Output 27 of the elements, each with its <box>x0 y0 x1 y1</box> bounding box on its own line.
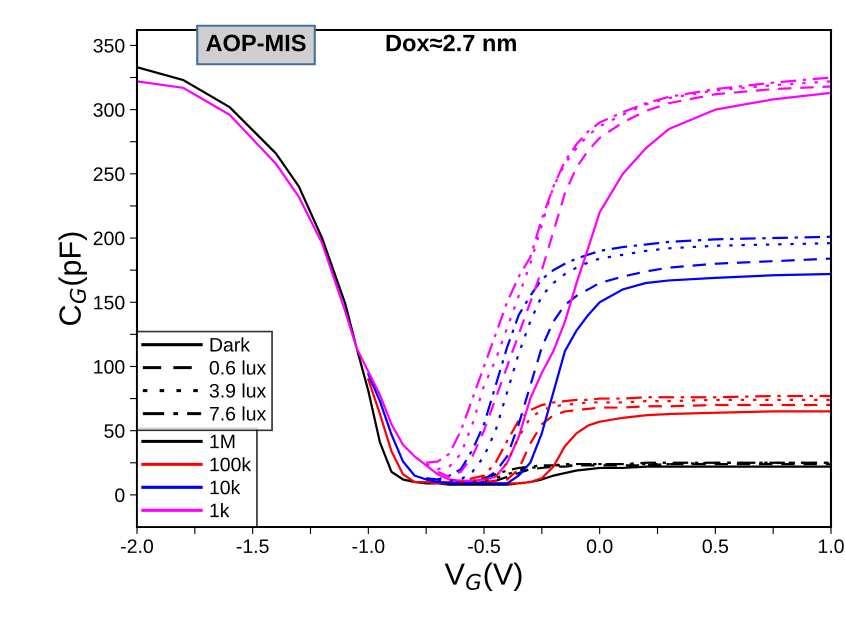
y-tick-label: 50 <box>104 424 124 438</box>
y-tick-label: 350 <box>93 38 124 53</box>
legend-label: 0.6 lux <box>210 360 266 375</box>
x-tick-label: -2.0 <box>121 539 153 554</box>
annotation: 100k <box>210 457 252 472</box>
x-tick-label: -1.0 <box>352 539 384 554</box>
x-axis-title: V$_{G}$(V) <box>444 562 522 591</box>
legend-label: Dark <box>210 337 250 352</box>
y-tick-label: 300 <box>93 103 124 117</box>
x-tick-label: 1.0 <box>818 539 844 554</box>
legend-label: 3.9 lux <box>210 383 266 398</box>
chart-subtitle: Dox≈2.7 nm <box>386 34 516 52</box>
x-tick-label: -0.5 <box>468 539 500 554</box>
y-tick-label: 250 <box>94 167 124 182</box>
x-tick-label: -1.5 <box>236 540 269 554</box>
x-tick-label: 0.5 <box>702 539 728 554</box>
y-tick-label: 0 <box>115 488 124 502</box>
legend-label: 7.6 lux <box>210 406 266 421</box>
x-tick-label: 0.0 <box>586 539 612 554</box>
y-tick-label: 100 <box>94 360 124 374</box>
annotation: 1M <box>210 434 234 448</box>
y-tick-label: 200 <box>94 232 124 246</box>
y-axis-title: C$_{G}$(pF) <box>58 232 87 325</box>
chart-title: AOP-MIS <box>206 34 306 52</box>
annotation: 1k <box>210 503 230 518</box>
y-tick-label: 150 <box>94 296 124 310</box>
annotation: 10k <box>210 480 240 494</box>
